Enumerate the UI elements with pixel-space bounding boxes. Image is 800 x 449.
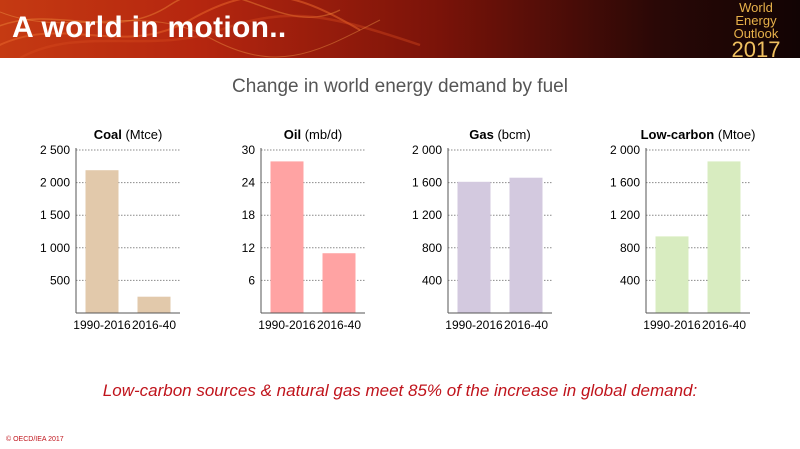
coal-bar-history [85, 170, 119, 313]
coal-chart: Coal (Mtce) 500 1 000 1 500 2 000 2 500 1990-2… [30, 126, 220, 336]
weo-logo: World Energy Outlook 2017 [722, 1, 790, 58]
lowcarbon-chart-svg: Low-carbon (Mtoe) 400 800 1 200 1 600 2 000 19… [610, 127, 756, 332]
lowcarbon-ytick-label: 1 600 [610, 176, 640, 190]
logo-line-3: Outlook [733, 26, 779, 41]
conclusion-text: Low-carbon sources & natural gas meet 85… [102, 381, 698, 400]
oil-chart-title: Oil (mb/d) [284, 127, 343, 142]
oil-ytick-label: 12 [242, 241, 256, 255]
oil-ytick-label: 6 [248, 273, 255, 287]
lowcarbon-bar-outlook [707, 161, 741, 313]
oil-ytick-label: 18 [242, 208, 256, 222]
gas-xtick-label: 1990-2016 [445, 318, 503, 332]
gas-ytick-label: 2 000 [412, 143, 442, 157]
title-banner: A world in motion.. World Energy Outlook… [0, 0, 800, 58]
lowcarbon-xtick-label: 1990-2016 [643, 318, 701, 332]
lowcarbon-bar-history [655, 236, 689, 313]
coal-chart-svg: Coal (Mtce) 500 1 000 1 500 2 000 2 500 1990-2… [40, 127, 180, 332]
oil-bar-outlook [322, 253, 356, 313]
gas-bar-history [457, 181, 491, 313]
banner-swirl-decoration [0, 0, 421, 58]
lowcarbon-xtick-label: 2016-40 [702, 318, 746, 332]
copyright: © OECD/IEA 2017 [6, 436, 64, 443]
gas-xtick-label: 2016-40 [504, 318, 548, 332]
coal-bar-outlook [137, 296, 171, 313]
oil-bar-history [270, 161, 304, 313]
gas-chart-title: Gas (bcm) [469, 127, 530, 142]
gas-ytick-label: 400 [422, 273, 442, 287]
logo-line-4: 2017 [731, 37, 781, 59]
lowcarbon-ytick-label: 800 [620, 241, 640, 255]
gas-chart-svg: Gas (bcm) 400 800 1 200 1 600 2 000 1990-2016 2… [412, 127, 552, 332]
oil-chart: Oil (mb/d) 6 12 18 24 30 1990-2016 2016-40 [215, 126, 405, 336]
coal-ytick-label: 500 [50, 273, 70, 287]
page-title: A world in motion.. [12, 11, 287, 44]
lowcarbon-ytick-label: 400 [620, 273, 640, 287]
coal-xtick-label: 1990-2016 [73, 318, 131, 332]
oil-xtick-label: 1990-2016 [258, 318, 316, 332]
chart-subtitle: Change in world energy demand by fuel [232, 76, 568, 97]
gas-ytick-label: 1 600 [412, 176, 442, 190]
lowcarbon-chart: Low-carbon (Mtoe) 400 800 1 200 1 600 2 000 19… [600, 126, 790, 336]
lowcarbon-ytick-label: 2 000 [610, 143, 640, 157]
gas-ytick-label: 800 [422, 241, 442, 255]
coal-chart-title: Coal (Mtce) [94, 127, 163, 142]
logo-line-2: Energy [735, 13, 777, 28]
coal-xtick-label: 2016-40 [132, 318, 176, 332]
lowcarbon-chart-title: Low-carbon (Mtoe) [641, 127, 756, 142]
logo-line-1: World [739, 0, 773, 15]
lowcarbon-ytick-label: 1 200 [610, 208, 640, 222]
oil-ytick-label: 30 [242, 143, 256, 157]
oil-xtick-label: 2016-40 [317, 318, 361, 332]
coal-ytick-label: 2 500 [40, 143, 70, 157]
coal-ytick-label: 2 000 [40, 176, 70, 190]
gas-bar-outlook [509, 177, 543, 313]
oil-ytick-label: 24 [242, 176, 256, 190]
gas-ytick-label: 1 200 [412, 208, 442, 222]
oil-chart-svg: Oil (mb/d) 6 12 18 24 30 1990-2016 2016-40 [242, 127, 365, 332]
coal-ytick-label: 1 000 [40, 241, 70, 255]
coal-ytick-label: 1 500 [40, 208, 70, 222]
gas-chart: Gas (bcm) 400 800 1 200 1 600 2 000 1990-2016 2… [402, 126, 592, 336]
